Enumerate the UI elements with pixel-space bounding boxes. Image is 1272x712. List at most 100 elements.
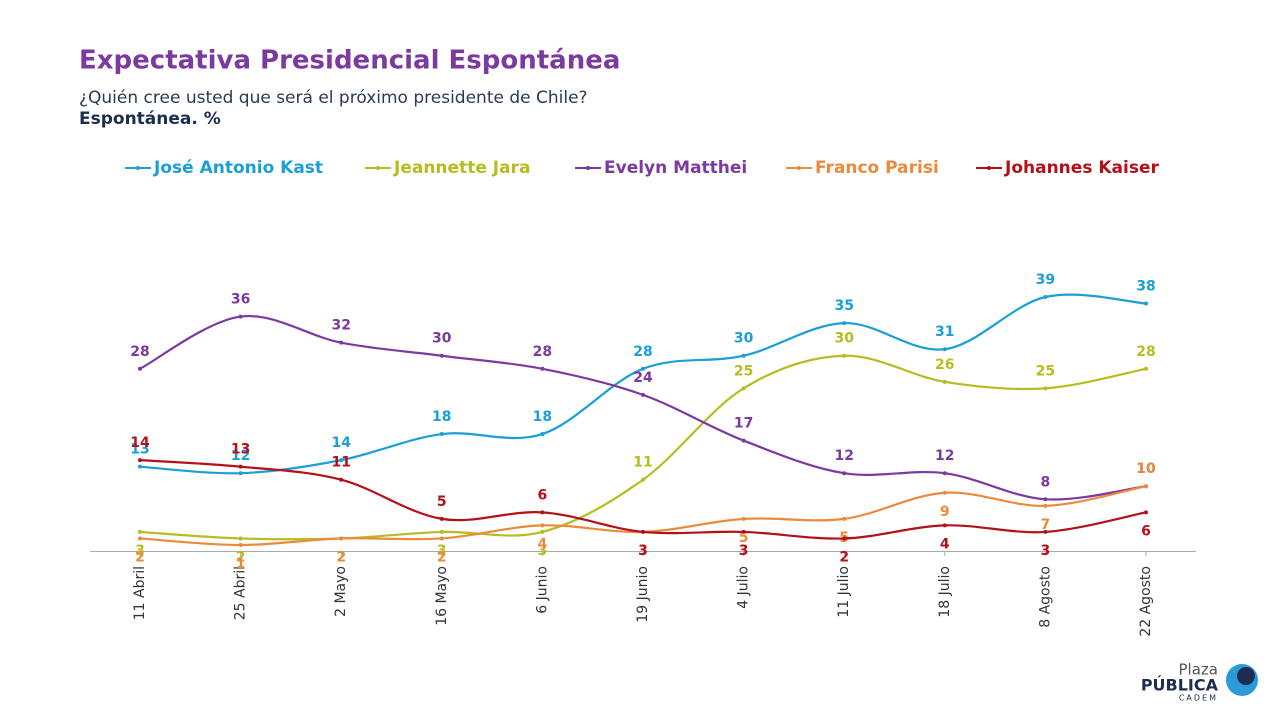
legend-label: Johannes Kaiser: [1004, 158, 1159, 178]
logo-text: PÚBLICA: [1141, 676, 1219, 695]
point: [339, 477, 344, 482]
point: [842, 353, 847, 358]
point: [540, 366, 545, 371]
data-label: 3: [437, 543, 447, 559]
data-label: 35: [834, 298, 853, 314]
legend-label: Evelyn Matthei: [604, 158, 747, 178]
point: [439, 353, 444, 358]
data-label: 1: [236, 556, 246, 572]
data-label: 3: [638, 543, 648, 559]
data-label: 25: [734, 363, 753, 379]
logo-text: Plaza: [1179, 661, 1218, 679]
point: [238, 536, 243, 541]
point: [138, 458, 142, 463]
data-label: 11: [633, 455, 652, 471]
point: [842, 516, 847, 521]
data-label: 26: [935, 357, 954, 373]
data-label: 39: [1036, 272, 1055, 288]
data-label: 38: [1136, 279, 1155, 295]
legend-marker: [136, 166, 140, 170]
point: [238, 464, 243, 469]
point: [1043, 529, 1048, 534]
data-label: 5: [739, 530, 749, 546]
data-label: 3: [638, 543, 648, 559]
point: [540, 523, 545, 528]
data-label: 28: [533, 344, 552, 360]
point: [641, 392, 645, 397]
data-label: 10: [1136, 461, 1156, 477]
x-tick-label: 11 Abril: [132, 566, 148, 620]
data-label: 14: [331, 435, 351, 451]
point: [1043, 295, 1048, 299]
point: [942, 379, 947, 384]
legend-label: Jeannette Jara: [393, 158, 530, 178]
point: [138, 366, 142, 371]
point: [1144, 301, 1148, 306]
x-tick-label: 11 Julio: [836, 566, 852, 618]
data-label: 30: [432, 331, 452, 347]
point: [942, 347, 947, 352]
point: [942, 490, 947, 495]
legend-marker: [376, 166, 380, 170]
point: [138, 464, 142, 469]
data-label: 36: [231, 292, 250, 308]
logo-text: CADEM: [1179, 694, 1218, 703]
data-label: 18: [533, 409, 552, 425]
point: [238, 314, 243, 319]
point: [238, 542, 243, 547]
point: [339, 458, 344, 463]
point: [641, 477, 645, 482]
data-label: 2: [336, 549, 346, 565]
chart-subtitle: ¿Quién cree usted que será el próximo pr…: [79, 88, 588, 108]
point: [439, 529, 444, 534]
data-label: 6: [1141, 523, 1151, 539]
legend-label: Franco Parisi: [815, 158, 939, 178]
point: [339, 340, 344, 345]
point: [741, 516, 746, 521]
point: [641, 366, 645, 371]
point: [741, 529, 746, 534]
point: [339, 536, 344, 541]
chart-caption: Espontánea. %: [79, 109, 221, 129]
x-tick-label: 2 Mayo: [333, 566, 349, 617]
data-label: 3: [1041, 543, 1051, 559]
point: [942, 523, 947, 528]
data-label: 2: [839, 549, 849, 565]
x-tick-label: 16 Mayo: [434, 566, 450, 626]
point: [1144, 484, 1148, 489]
legend-marker: [987, 166, 991, 170]
data-label: 28: [633, 344, 652, 360]
data-label: 3: [739, 543, 749, 559]
data-label: 13: [231, 442, 250, 458]
point: [1144, 366, 1148, 371]
point: [741, 353, 746, 358]
legend-marker: [797, 166, 801, 170]
data-label: 30: [834, 331, 854, 347]
point: [741, 386, 746, 391]
data-label: 12: [935, 448, 954, 464]
data-label: 12: [231, 448, 250, 464]
data-label: 12: [834, 448, 853, 464]
data-label: 25: [1036, 363, 1055, 379]
chart-title: Expectativa Presidencial Espontánea: [79, 46, 620, 76]
series-line: [139, 485, 1147, 547]
data-label: 10: [1136, 461, 1156, 477]
point: [942, 471, 947, 476]
data-label: 6: [538, 487, 548, 503]
x-tick-label: 6 Junio: [534, 566, 550, 614]
point: [439, 432, 444, 437]
data-label: 8: [1041, 474, 1051, 490]
point: [540, 529, 545, 534]
data-label: 3: [538, 543, 548, 559]
x-tick-label: 18 Julio: [937, 566, 953, 618]
data-label: 28: [130, 344, 149, 360]
point: [1043, 503, 1048, 508]
x-tick-label: 22 Agosto: [1138, 566, 1154, 637]
x-tick-label: 4 Julio: [736, 566, 752, 609]
legend-label: José Antonio Kast: [153, 158, 323, 178]
x-tick-label: 25 Abril: [233, 566, 249, 620]
point: [741, 438, 746, 443]
data-label: 9: [940, 504, 950, 520]
data-label: 4: [538, 536, 548, 552]
